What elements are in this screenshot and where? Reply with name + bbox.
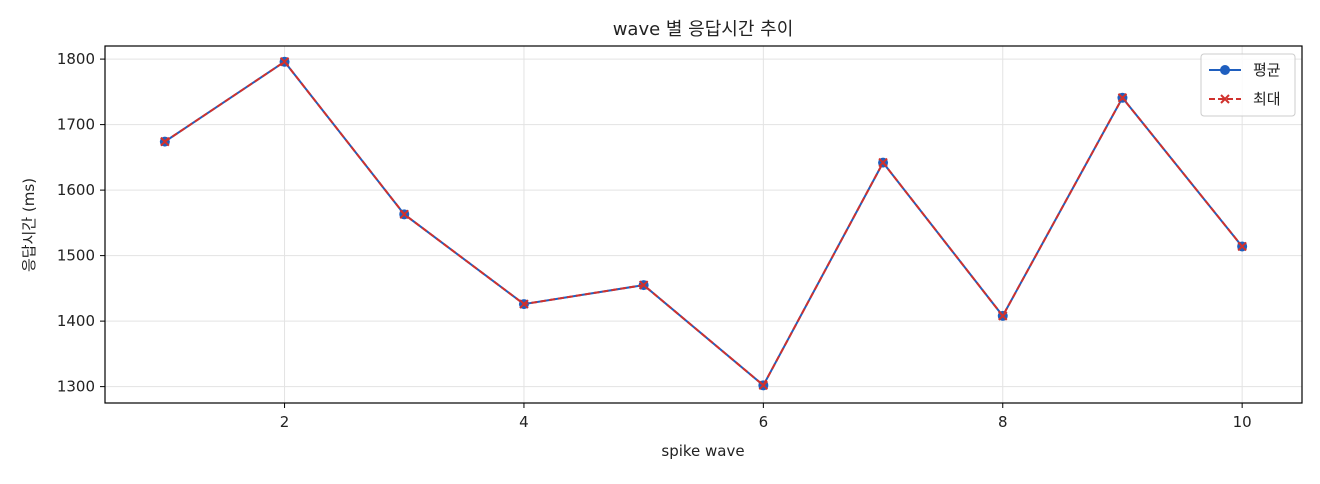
- data-point: [399, 209, 409, 220]
- x-tick-label: 2: [280, 413, 290, 431]
- point-mark-stroke: [758, 380, 769, 391]
- y-tick-label: 1800: [57, 50, 95, 68]
- y-tick-label: 1300: [57, 378, 95, 396]
- x-axis-label: spike wave: [661, 442, 744, 460]
- y-tick-label: 1600: [57, 181, 95, 199]
- series-line-0: [164, 60, 1243, 387]
- data-point: [519, 299, 529, 309]
- series-line-1: [164, 60, 1243, 387]
- legend-label: 최대: [1253, 90, 1281, 108]
- point-mark-stroke: [160, 136, 170, 147]
- legend-marker: [1220, 65, 1230, 75]
- data-point: [1237, 241, 1247, 252]
- point-mark-stroke: [878, 157, 888, 168]
- axes: 2 4 6 8 10 1300 1400 1500 1600 1700 1800: [57, 50, 1252, 431]
- x-tick-label: 6: [759, 413, 769, 431]
- data-point: [279, 57, 290, 67]
- series: [159, 56, 1248, 391]
- x-tick-label: 4: [519, 413, 529, 431]
- x-tick-label: 8: [998, 413, 1008, 431]
- y-axis-label: 응답시간 (ms): [20, 178, 38, 272]
- data-point: [878, 157, 888, 168]
- data-point: [998, 311, 1008, 321]
- y-tick-label: 1700: [57, 116, 95, 134]
- y-tick-label: 1500: [57, 247, 95, 265]
- point-mark-stroke: [1117, 93, 1128, 103]
- data-point: [160, 136, 170, 147]
- data-point: [638, 280, 649, 290]
- legend-marker: [1220, 94, 1230, 104]
- point-mark-stroke: [998, 311, 1008, 321]
- chart-title: wave 별 응답시간 추이: [613, 19, 794, 40]
- point-mark-stroke: [1237, 241, 1247, 252]
- point-mark-stroke: [399, 209, 409, 220]
- legend-box: [1200, 53, 1296, 117]
- point-mark-stroke: [279, 57, 290, 67]
- grid: [105, 46, 1302, 403]
- legend-label: 평균: [1253, 61, 1281, 79]
- data-point: [758, 380, 769, 391]
- point-mark-stroke: [638, 280, 649, 290]
- x-tick-label: 10: [1233, 413, 1252, 431]
- plot-frame: [104, 45, 1303, 404]
- y-tick-label: 1400: [57, 312, 95, 330]
- point-mark-stroke: [519, 299, 529, 309]
- data-point: [1117, 93, 1128, 103]
